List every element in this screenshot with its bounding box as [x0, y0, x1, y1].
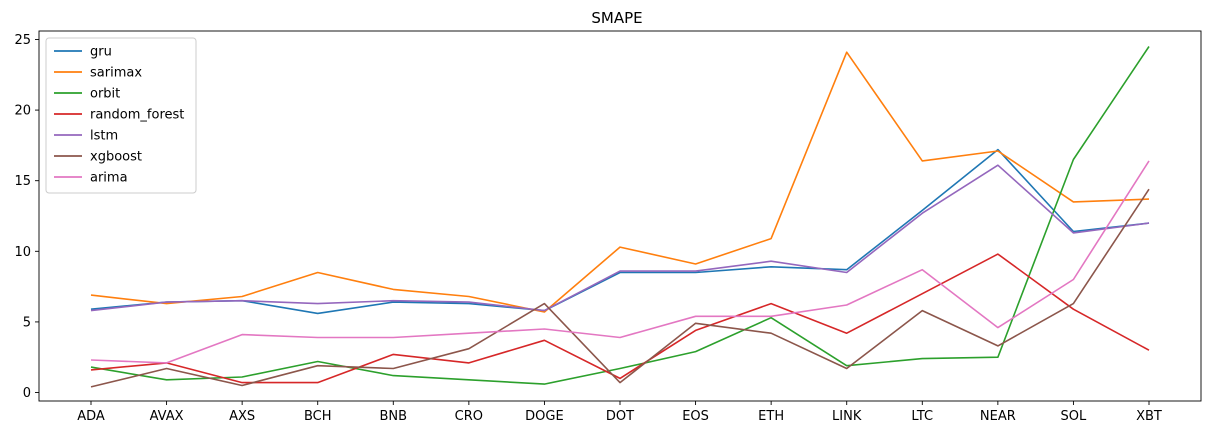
x-tick-label: SOL — [1061, 409, 1087, 424]
x-tick-label: AXS — [229, 409, 255, 424]
x-tick-label: CRO — [455, 409, 483, 424]
x-tick-label: ADA — [77, 409, 105, 424]
x-tick-label: DOT — [606, 409, 634, 424]
x-tick-label: EOS — [682, 409, 709, 424]
x-tick-label: LINK — [832, 409, 862, 424]
y-tick-label: 25 — [14, 33, 31, 48]
chart-title: SMAPE — [591, 9, 642, 27]
legend-entry-label: xgboost — [90, 150, 142, 165]
x-tick-label: AVAX — [150, 409, 184, 424]
plot-area — [39, 31, 1201, 401]
series-line-orbit — [90, 46, 1150, 385]
series-line-arima — [90, 160, 1150, 364]
legend-entry-label: gru — [90, 45, 112, 60]
x-tick-label: LTC — [911, 409, 933, 424]
x-tick-label: DOGE — [525, 409, 564, 424]
y-tick-label: 20 — [14, 104, 31, 119]
x-tick-label: ETH — [758, 409, 784, 424]
legend-entry-label: sarimax — [90, 66, 142, 81]
legend-entry-label: orbit — [90, 87, 120, 102]
series-line-lstm — [90, 164, 1150, 312]
legend-entry-label: lstm — [90, 129, 118, 144]
y-tick-label: 5 — [23, 315, 31, 330]
y-tick-label: 15 — [14, 174, 31, 189]
lines-layer — [90, 46, 1150, 388]
x-tick-label: XBT — [1136, 409, 1162, 424]
series-line-sarimax — [90, 51, 1150, 313]
legend-entry-label: arima — [90, 171, 128, 186]
x-tick-label: NEAR — [980, 409, 1016, 424]
series-line-random-forest — [90, 253, 1150, 384]
series-line-xgboost — [90, 188, 1150, 388]
x-tick-label: BCH — [304, 409, 332, 424]
series-line-gru — [90, 148, 1150, 315]
legend-frame — [45, 37, 197, 194]
y-tick-label: 10 — [14, 245, 31, 260]
y-axis: 0 5 10 15 20 25 — [14, 33, 39, 401]
legend-entry-label: random_forest — [90, 108, 184, 123]
x-tick-label: BNB — [380, 409, 408, 424]
x-axis: ADA AVAX AXS BCH BNB CRO DOGE DOT EOS ETH LINK LTC N… — [77, 401, 1162, 424]
y-tick-label: 0 — [23, 386, 31, 401]
